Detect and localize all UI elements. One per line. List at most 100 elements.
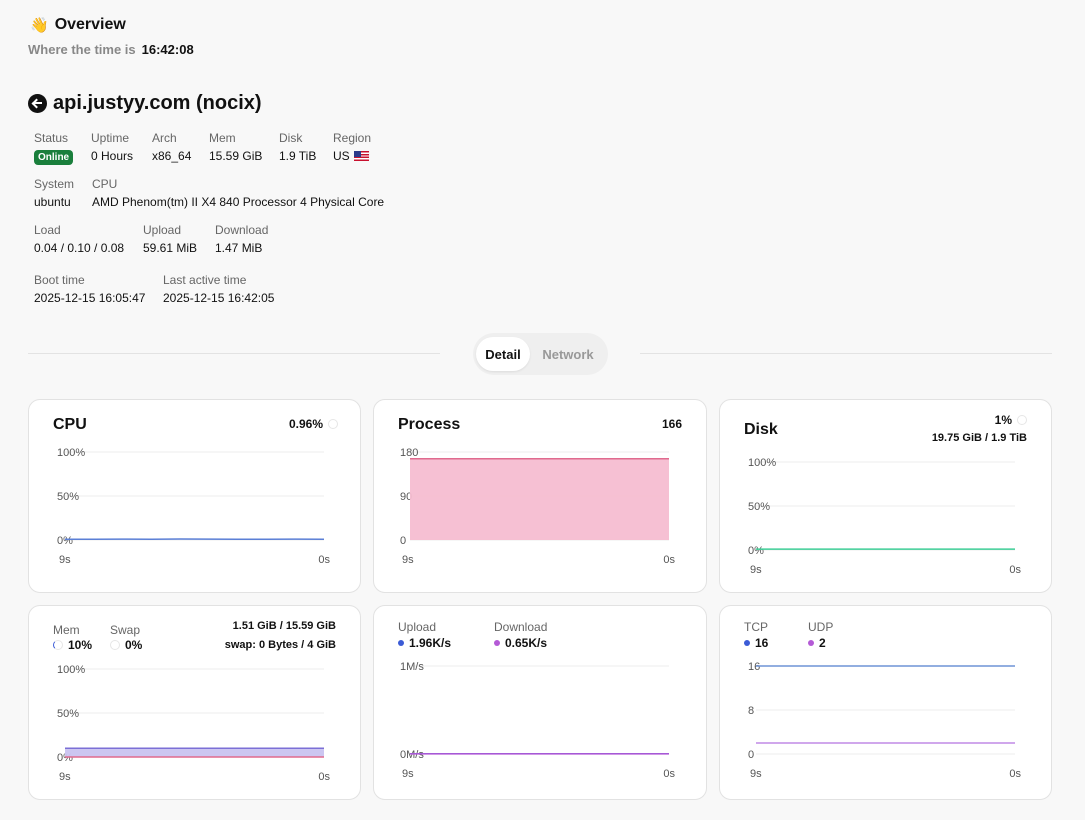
net-download-row: 0.65K/s — [494, 636, 547, 650]
download-label: Download — [215, 223, 269, 237]
tcp-row: 16 — [744, 636, 768, 650]
mem-chart: 100%50%0%9s 0s — [57, 664, 330, 783]
cpu-card-title: CPU — [53, 416, 87, 433]
tab-network[interactable]: Network — [542, 346, 594, 362]
overview-heading: 👋 Overview — [30, 16, 126, 34]
cpu-y-tick-label: 0% — [57, 535, 73, 547]
disk-chart: 100% 50% 0% 9s 0s — [748, 457, 1021, 576]
info-row-2: System ubuntu CPU AMD Phenom(tm) II X4 8… — [34, 177, 384, 209]
uptime-label: Uptime — [91, 131, 130, 145]
mem-field: Mem 15.59 GiB — [209, 131, 279, 165]
cpu-x-tick-label: 9s — [59, 554, 71, 566]
disk-x-tick-label: 9s — [750, 564, 762, 576]
network-x-tick-label: 0s — [663, 768, 675, 780]
udp-row: 2 — [808, 636, 826, 650]
disk-usage-detail: 19.75 GiB / 1.9 TiB — [931, 432, 1027, 444]
mem-card: Mem 10% Swap 0% 1.51 GiB / 15.59 GiB swa… — [28, 605, 361, 800]
cpu-x-tick-label: 0s — [318, 554, 330, 566]
view-tabs: Detail Network — [473, 333, 608, 375]
network-y-tick-label: 0M/s — [400, 749, 424, 761]
load-value: 0.04 / 0.10 / 0.08 — [34, 241, 125, 255]
arch-value: x86_64 — [152, 149, 192, 163]
network-chart: 1M/s 0M/s 9s 0s — [400, 661, 675, 780]
mem-value: 15.59 GiB — [209, 149, 263, 163]
swap-usage-detail: swap: 0 Bytes / 4 GiB — [224, 639, 336, 651]
mem-progress-ring-icon — [53, 640, 63, 650]
us-flag-icon — [353, 151, 369, 161]
load-label: Load — [34, 223, 61, 237]
upload-value: 59.61 MiB — [143, 241, 198, 255]
mem-value: 10% — [68, 638, 93, 652]
waving-hand-icon: 👋 — [30, 17, 49, 34]
tcp-value: 16 — [755, 636, 769, 650]
cpu-chart: 100% 50% 0% 9s 0s — [57, 447, 330, 566]
status-badge: Online — [34, 150, 74, 165]
cpu-field: CPU AMD Phenom(tm) II X4 840 Processor 4… — [92, 177, 384, 209]
udp-dot-icon — [808, 640, 814, 646]
download-dot-icon — [494, 640, 500, 646]
process-y-tick-label: 180 — [400, 447, 418, 459]
conn-y-tick-label: 16 — [748, 661, 760, 673]
swap-value-row: 0% — [110, 638, 142, 652]
disk-x-tick-label: 0s — [1009, 564, 1021, 576]
cpu-y-tick-label: 100% — [57, 447, 85, 459]
mem-usage-detail: 1.51 GiB / 15.59 GiB — [232, 620, 336, 632]
server-title: api.justyy.com (nocix) — [28, 92, 262, 115]
mem-label: Mem — [209, 131, 236, 145]
disk-card: Disk 1% 19.75 GiB / 1.9 TiB 100% 50% 0% 9s 0… — [719, 399, 1052, 593]
process-card-title: Process — [398, 416, 461, 433]
conn-y-tick-label: 0 — [748, 749, 754, 761]
process-x-tick-label: 0s — [663, 554, 675, 566]
active-value: 2025-12-15 16:42:05 — [163, 291, 275, 305]
server-name: api.justyy.com (nocix) — [53, 92, 262, 114]
disk-y-tick-label: 100% — [748, 457, 776, 469]
conn-x-tick-label: 9s — [750, 768, 762, 780]
process-series-area — [410, 458, 669, 540]
mem-y-tick-label: 50% — [57, 708, 79, 720]
uptime-field: Uptime 0 Hours — [91, 131, 152, 165]
status-label: Status — [34, 131, 69, 145]
mem-x-tick-label: 9s — [59, 771, 71, 783]
tab-detail[interactable]: Detail — [476, 337, 530, 371]
disk-percent: 1% — [994, 413, 1012, 427]
process-x-tick-label: 9s — [402, 554, 414, 566]
cpu-card-stat: 0.96% — [289, 417, 338, 431]
process-y-tick-label: 0 — [400, 535, 406, 547]
disk-value: 1.9 TiB — [279, 149, 317, 163]
mem-y-tick-label: 100% — [57, 664, 85, 676]
conn-x-tick-label: 0s — [1009, 768, 1021, 780]
info-row-3: Load 0.04 / 0.10 / 0.08 Upload 59.61 MiB… — [34, 223, 268, 255]
process-count: 166 — [661, 417, 682, 431]
info-row-4: Boot time 2025-12-15 16:05:47 Last activ… — [34, 273, 274, 305]
region-field: Region US — [333, 131, 371, 165]
info-row-1: Status Online Uptime 0 Hours Arch x86_64… — [34, 131, 371, 165]
overview-title: Overview — [54, 16, 126, 33]
time-row: Where the time is 16:42:08 — [28, 42, 194, 57]
process-card: Process 166 180 90 0 9s 0s — [373, 399, 707, 593]
download-field: Download 1.47 MiB — [215, 223, 268, 255]
mem-value-row: 10% — [53, 638, 92, 652]
swap-progress-ring-icon — [110, 640, 120, 650]
disk-progress-ring-icon — [1017, 415, 1027, 425]
net-upload-row: 1.96K/s — [398, 636, 451, 650]
network-card: Upload 1.96K/s Download 0.65K/s 1M/s 0M/s… — [373, 605, 707, 800]
download-value: 1.47 MiB — [215, 241, 263, 255]
arch-label: Arch — [152, 131, 177, 145]
upload-field: Upload 59.61 MiB — [143, 223, 215, 255]
system-field: System ubuntu — [34, 177, 92, 209]
system-label: System — [34, 177, 75, 191]
load-field: Load 0.04 / 0.10 / 0.08 — [34, 223, 143, 255]
disk-y-tick-label: 0% — [748, 545, 764, 557]
network-x-tick-label: 9s — [402, 768, 414, 780]
tcp-label: TCP — [744, 620, 768, 634]
cpu-y-tick-label: 50% — [57, 491, 79, 503]
active-label: Last active time — [163, 273, 247, 287]
cpu-label: CPU — [92, 177, 118, 191]
upload-dot-icon — [398, 640, 404, 646]
back-arrow-icon[interactable] — [28, 94, 47, 113]
region-value: US — [333, 149, 350, 163]
time-value: 16:42:08 — [141, 42, 194, 57]
net-upload-value: 1.96K/s — [409, 636, 452, 650]
uptime-value: 0 Hours — [91, 149, 134, 163]
